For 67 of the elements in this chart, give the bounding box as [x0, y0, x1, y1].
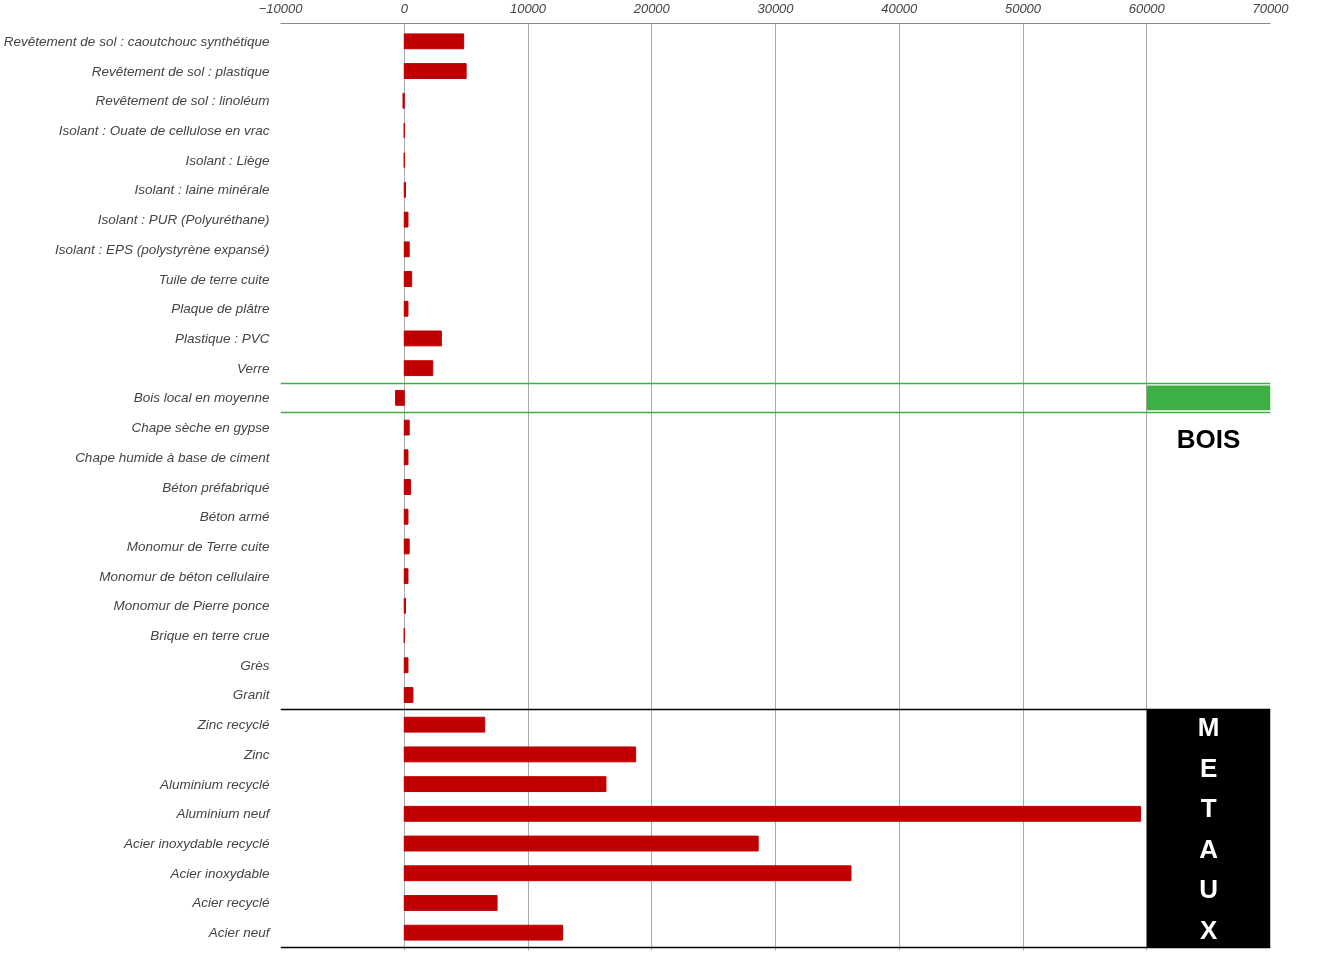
y-tick-label: Aluminium neuf [175, 806, 271, 822]
y-tick-label: Isolant : Liège [185, 152, 270, 168]
y-tick-label: Grès [240, 657, 270, 673]
bar [403, 657, 409, 674]
y-tick-label: Béton armé [199, 509, 270, 525]
bar [403, 271, 413, 287]
bar [403, 63, 467, 79]
bar [403, 716, 486, 733]
y-tick-label: Monomur de Pierre ponce [113, 598, 270, 614]
y-tick-label: Verre [236, 360, 270, 376]
y-tick-label: Isolant : PUR (Polyuréthane) [97, 212, 270, 228]
x-tick-label: 20000 [632, 0, 671, 16]
bar [403, 449, 409, 466]
y-tick-label: Aluminium recyclé [158, 776, 270, 792]
bar [403, 211, 409, 228]
y-tick-label: Acier inoxydable recyclé [122, 836, 270, 852]
y-tick-label: Isolant : laine minérale [134, 182, 270, 198]
y-tick-label: Brique en terre crue [150, 628, 270, 644]
y-tick-label: Revêtement de sol : caoutchouc synthétique [3, 33, 270, 49]
bar [403, 33, 465, 50]
band-label: BOIS [1176, 424, 1241, 455]
y-tick-label: Granit [232, 687, 271, 703]
bar [403, 776, 607, 793]
x-tick-label: 70000 [1252, 0, 1290, 16]
x-tick-label: 0 [400, 0, 409, 16]
y-tick-label: Bois local en moyenne [133, 390, 270, 406]
y-tick-label: Revêtement de sol : linoléum [95, 93, 270, 109]
y-tick-label: Isolant : Ouate de cellulose en vrac [58, 122, 270, 138]
bar [403, 241, 410, 258]
x-tick-label: 40000 [881, 0, 919, 16]
bar [403, 865, 852, 882]
y-tick-label: Revêtement de sol : plastique [91, 63, 270, 79]
bar [403, 508, 409, 525]
y-tick-label: Isolant : EPS (polystyrène expansé) [54, 241, 270, 257]
x-tick-label: 10000 [509, 0, 547, 16]
x-tick-label: 60000 [1128, 0, 1166, 16]
bar [403, 538, 410, 555]
bar [403, 479, 411, 495]
y-tick-label: Béton préfabriqué [162, 479, 270, 495]
x-tick-label: 30000 [757, 0, 795, 16]
bar [403, 895, 498, 911]
bar [403, 746, 637, 763]
band-label: METAUX [1197, 712, 1220, 945]
bar [403, 300, 409, 317]
x-tick-label: 50000 [1004, 0, 1042, 16]
bar [403, 805, 1142, 822]
bar [403, 419, 410, 436]
bar [403, 924, 564, 941]
y-tick-label: Zinc [243, 746, 270, 762]
y-tick-label: Acier inoxydable [169, 865, 270, 881]
bar [403, 568, 409, 585]
y-tick-label: Zinc recyclé [196, 717, 270, 733]
y-tick-label: Monomur de béton cellulaire [99, 568, 270, 584]
y-tick-label: Tuile de terre cuite [158, 271, 270, 287]
y-tick-label: Chape humide à base de ciment [75, 449, 271, 465]
bar [403, 330, 442, 347]
x-tick-label: −10000 [258, 0, 304, 16]
y-tick-label: Plastique : PVC [174, 330, 270, 346]
y-tick-label: Plaque de plâtre [171, 301, 270, 317]
y-tick-label: Chape sèche en gypse [131, 420, 270, 436]
bar [403, 835, 759, 852]
y-tick-label: Acier recyclé [191, 895, 270, 911]
bar [403, 687, 414, 703]
y-tick-label: Monomur de Terre cuite [126, 538, 270, 554]
bar [403, 360, 434, 377]
y-tick-label: Acier neuf [207, 925, 271, 941]
bar [395, 389, 405, 406]
